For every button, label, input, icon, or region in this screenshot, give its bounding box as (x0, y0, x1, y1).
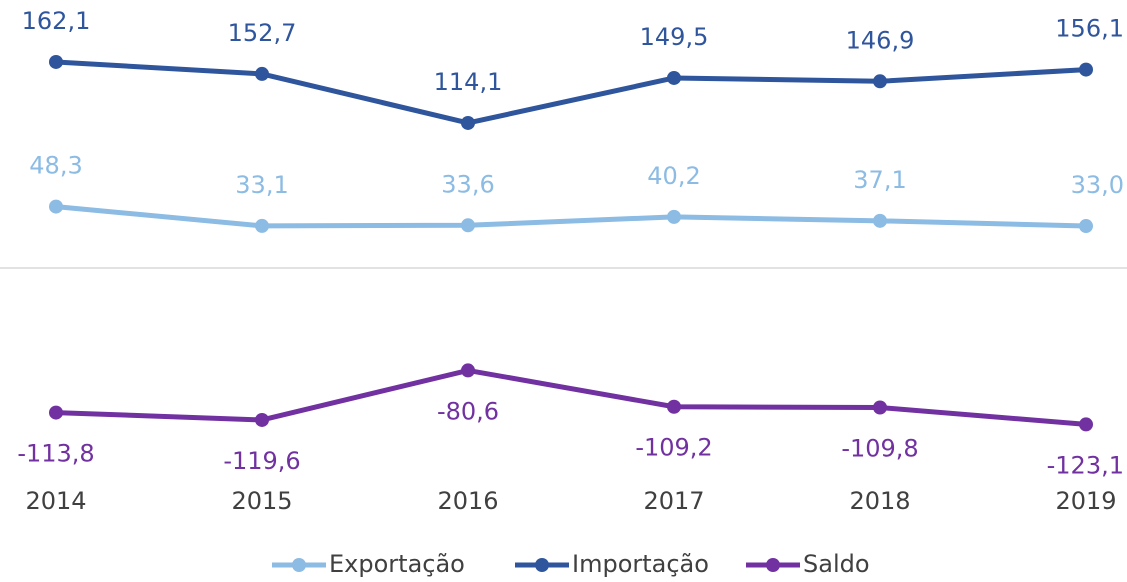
point (873, 74, 887, 89)
legend-label: Saldo (803, 550, 870, 578)
point (255, 412, 269, 427)
data-label: -109,2 (635, 434, 712, 462)
series-line (55, 59, 1087, 126)
data-label: 162,1 (22, 7, 91, 35)
x-tick-label: 2017 (643, 487, 704, 515)
series-line (55, 367, 1087, 427)
point (667, 70, 681, 85)
point (1079, 219, 1093, 234)
legend-marker (766, 558, 780, 572)
data-label: -123,1 (1047, 451, 1124, 479)
point (667, 399, 681, 414)
legend-label: Exportação (329, 550, 465, 578)
data-label: -119,6 (223, 447, 300, 475)
legend-marker (292, 558, 306, 572)
data-label: 33,0 (1071, 171, 1124, 199)
point (1079, 417, 1093, 432)
point (461, 115, 475, 130)
x-tick-label: 2019 (1055, 487, 1116, 515)
point (49, 199, 63, 214)
point (461, 363, 475, 378)
point (255, 66, 269, 81)
x-tick-label: 2018 (849, 487, 910, 515)
point (49, 405, 63, 420)
point (667, 209, 681, 224)
legend-marker (535, 558, 549, 572)
data-label: 48,3 (29, 152, 82, 180)
data-label: 33,1 (235, 171, 288, 199)
data-label: 40,2 (647, 162, 700, 190)
x-tick-label: 2016 (437, 487, 498, 515)
data-label: 37,1 (853, 166, 906, 194)
point (1079, 62, 1093, 77)
x-tick-label: 2014 (25, 487, 86, 515)
point (873, 213, 887, 228)
x-tick-label: 2015 (231, 487, 292, 515)
legend-label: Importação (572, 550, 709, 578)
data-label: 156,1 (1055, 15, 1124, 43)
data-label: 33,6 (441, 170, 494, 198)
data-label: 114,1 (434, 68, 503, 96)
series-line (55, 204, 1087, 229)
data-label: 146,9 (846, 26, 915, 54)
data-label: -109,8 (841, 435, 918, 463)
data-label: -113,8 (17, 440, 94, 468)
data-label: -80,6 (437, 397, 499, 425)
point (873, 400, 887, 415)
data-label: 152,7 (228, 19, 297, 47)
point (49, 54, 63, 69)
data-label: 149,5 (640, 23, 709, 51)
point (255, 218, 269, 233)
point (461, 218, 475, 233)
